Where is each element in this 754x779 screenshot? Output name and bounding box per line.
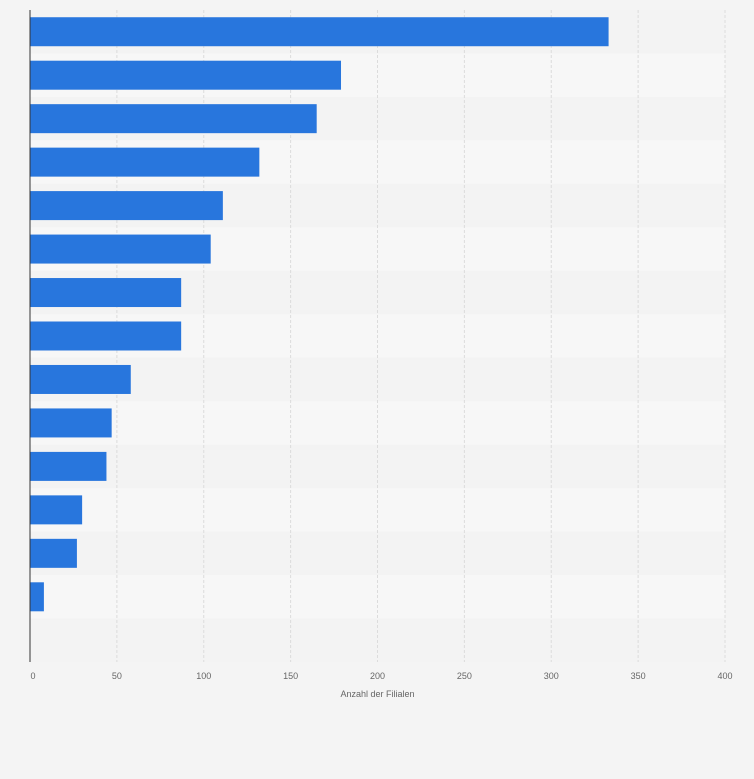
row-band — [30, 357, 725, 402]
bar[interactable] — [30, 321, 182, 351]
bar[interactable] — [30, 234, 211, 264]
bar[interactable] — [30, 278, 182, 308]
x-tick-label: 250 — [457, 671, 472, 681]
bar[interactable] — [30, 538, 77, 568]
bar[interactable] — [30, 582, 44, 612]
bars — [30, 17, 609, 612]
bar[interactable] — [30, 147, 260, 177]
x-axis-title: Anzahl der Filialen — [340, 689, 414, 699]
x-tick-label: 0 — [30, 671, 35, 681]
x-axis-tick-labels: 0 50 100 150 200 250 300 350 400 — [30, 671, 732, 681]
x-tick-label: 300 — [544, 671, 559, 681]
x-tick-label: 350 — [631, 671, 646, 681]
x-tick-label: 150 — [283, 671, 298, 681]
bar[interactable] — [30, 60, 342, 90]
bar[interactable] — [30, 191, 223, 221]
bar[interactable] — [30, 495, 83, 525]
bar[interactable] — [30, 364, 131, 394]
x-tick-label: 50 — [112, 671, 122, 681]
row-band — [30, 531, 725, 576]
bar[interactable] — [30, 451, 107, 481]
x-tick-label: 100 — [196, 671, 211, 681]
x-tick-label: 400 — [717, 671, 732, 681]
x-tick-label: 200 — [370, 671, 385, 681]
bar[interactable] — [30, 104, 317, 134]
bar[interactable] — [30, 17, 609, 47]
bar[interactable] — [30, 408, 112, 438]
